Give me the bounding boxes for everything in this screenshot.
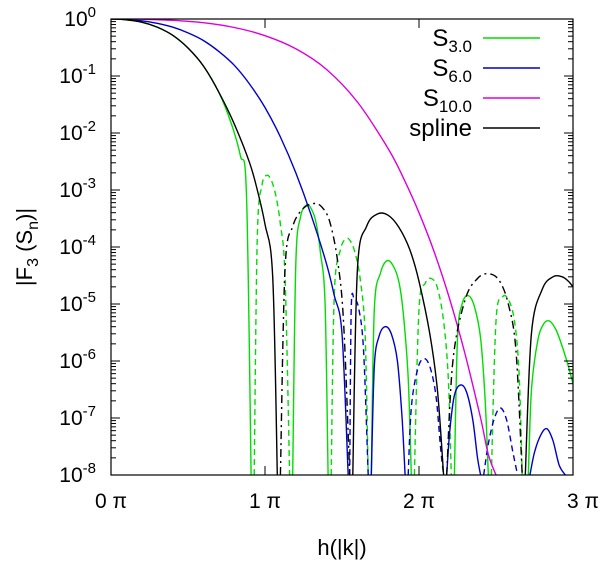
legend-label-base: S [423, 85, 439, 112]
ticks-layer [110, 18, 574, 476]
series-line-0 [292, 203, 329, 475]
y-tick-base: 10 [59, 122, 82, 145]
series-line-0 [527, 319, 573, 475]
series-line-3 [524, 274, 573, 475]
legend-label: S3.0 [432, 25, 472, 56]
series-line-0 [413, 277, 452, 475]
series-line-0 [370, 259, 412, 475]
x-tick-labels: 0 π 1 π 2 π 3 π [95, 490, 599, 513]
series-line-1 [483, 407, 519, 475]
y-tick-exponent: -7 [83, 403, 96, 420]
legend-label: S6.0 [432, 55, 472, 86]
x-tick-label: 0 π [95, 490, 127, 513]
y-axis-label-main: |F [12, 267, 37, 286]
legend-label-base: S [432, 55, 448, 82]
series-line-1 [407, 357, 445, 475]
y-tick-exponent: -6 [83, 346, 96, 363]
series-line-3 [111, 19, 278, 475]
y-tick-exponent: -2 [83, 118, 96, 135]
x-tick-label: 3 π [567, 490, 599, 513]
legend-label-base: spline [409, 115, 472, 142]
y-tick-exponent: -4 [83, 232, 96, 249]
legend-label-sub: 3.0 [448, 37, 472, 56]
series-line-3 [446, 272, 523, 475]
series-line-1 [349, 292, 369, 475]
y-tick-exponent: -8 [83, 460, 96, 477]
y-tick-label: 10-7 [59, 403, 96, 430]
y-tick-base: 10 [59, 464, 82, 487]
y-tick-base: 10 [59, 407, 82, 430]
y-tick-base: 10 [64, 8, 87, 31]
y-tick-exponent: 0 [88, 4, 96, 21]
y-tick-exponent: -5 [83, 289, 96, 306]
series-line-0 [253, 174, 291, 475]
series-line-0 [111, 19, 252, 475]
y-tick-base: 10 [59, 236, 82, 259]
series-line-2 [111, 19, 497, 475]
series-line-1 [529, 427, 566, 475]
y-tick-label: 10-4 [59, 232, 96, 259]
legend-label: spline [409, 115, 472, 142]
y-tick-base: 10 [59, 65, 82, 88]
legend-label-sub: 10.0 [439, 97, 472, 116]
y-tick-exponent: -3 [83, 175, 96, 192]
y-axis-label: |F3 (Sn)| [12, 208, 42, 286]
y-tick-base: 10 [59, 293, 82, 316]
series-line-3 [352, 212, 445, 475]
y-tick-exponent: -1 [83, 61, 96, 78]
y-tick-label: 100 [64, 4, 96, 31]
x-tick-label: 1 π [249, 490, 281, 513]
y-tick-label: 10-2 [59, 118, 96, 145]
y-tick-label: 10-3 [59, 175, 96, 202]
series-layer [111, 19, 573, 475]
legend-label-sub: 6.0 [448, 67, 472, 86]
legend-label-base: S [432, 25, 448, 52]
y-axis-label-sub2: n [25, 221, 42, 230]
y-axis-label-mid: (S [12, 230, 37, 258]
legend-label: S10.0 [423, 85, 472, 116]
x-tick-label: 2 π [403, 490, 435, 513]
plot-frame [110, 18, 574, 476]
y-tick-label: 10-8 [59, 460, 96, 487]
series-line-1 [111, 19, 349, 475]
y-tick-label: 10-5 [59, 289, 96, 316]
series-line-0 [453, 294, 489, 475]
x-axis-label: h(|k|) [317, 535, 366, 560]
series-line-1 [446, 384, 482, 475]
y-tick-base: 10 [59, 350, 82, 373]
y-tick-base: 10 [59, 179, 82, 202]
y-tick-label: 10-1 [59, 61, 96, 88]
y-tick-label: 10-6 [59, 346, 96, 373]
series-line-0 [490, 294, 523, 475]
series-line-1 [370, 325, 406, 475]
y-axis-label-end: )| [12, 208, 37, 221]
series-line-3 [279, 202, 351, 475]
y-axis-label-sub1: 3 [25, 258, 42, 267]
